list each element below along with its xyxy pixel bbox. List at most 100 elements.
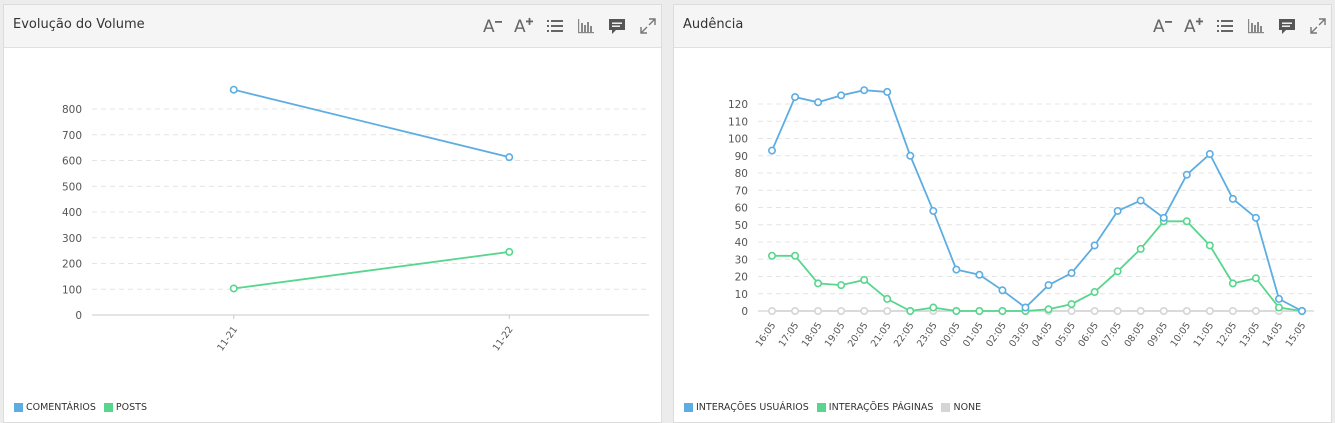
data-point[interactable] [1090, 241, 1099, 250]
data-point[interactable] [1182, 217, 1191, 226]
data-point[interactable] [1044, 281, 1053, 290]
data-point[interactable] [998, 306, 1007, 315]
data-point[interactable] [1274, 303, 1283, 312]
legend-swatch [684, 403, 693, 412]
data-point[interactable] [929, 303, 938, 312]
data-point[interactable] [837, 306, 846, 315]
data-point[interactable] [952, 265, 961, 274]
y-tick-label: 50 [735, 220, 748, 232]
x-tick-label: 10:05 [1169, 320, 1194, 349]
data-point[interactable] [1159, 213, 1168, 222]
data-point[interactable] [952, 306, 961, 315]
data-point[interactable] [1297, 306, 1306, 315]
data-point[interactable] [1205, 241, 1214, 250]
data-point[interactable] [883, 87, 892, 96]
data-point[interactable] [1182, 306, 1191, 315]
svg-text:A: A [483, 17, 495, 37]
expand-icon[interactable] [1306, 14, 1330, 38]
data-point[interactable] [814, 306, 823, 315]
data-point[interactable] [998, 286, 1007, 295]
list-icon[interactable] [543, 14, 567, 38]
x-tick-label: 15:05 [1284, 320, 1309, 349]
data-point[interactable] [975, 306, 984, 315]
x-tick-label: 20:05 [846, 320, 871, 349]
data-point[interactable] [791, 93, 800, 102]
y-tick-label: 30 [735, 254, 748, 266]
x-tick-label: 21:05 [869, 320, 894, 349]
data-point[interactable] [1136, 244, 1145, 253]
data-point[interactable] [1274, 294, 1283, 303]
data-point[interactable] [929, 206, 938, 215]
data-point[interactable] [860, 86, 869, 95]
data-point[interactable] [768, 306, 777, 315]
data-point[interactable] [1228, 194, 1237, 203]
chart-legend: INTERAÇÕES USUÁRIOS INTERAÇÕES PÁGINAS NON… [684, 402, 989, 413]
data-point[interactable] [860, 306, 869, 315]
data-point[interactable] [975, 270, 984, 279]
x-tick-label: 00:05 [938, 320, 963, 349]
x-tick-label: 05:05 [1053, 320, 1078, 349]
data-point[interactable] [814, 98, 823, 107]
legend-item[interactable]: INTERAÇÕES USUÁRIOS [684, 402, 809, 413]
data-point[interactable] [229, 284, 238, 293]
panel-title: Audência [683, 17, 744, 32]
data-point[interactable] [1228, 279, 1237, 288]
data-point[interactable] [1159, 306, 1168, 315]
data-point[interactable] [1205, 306, 1214, 315]
data-point[interactable] [1044, 305, 1053, 314]
data-point[interactable] [1205, 150, 1214, 159]
data-point[interactable] [768, 146, 777, 155]
data-point[interactable] [229, 85, 238, 94]
data-point[interactable] [791, 306, 800, 315]
data-point[interactable] [1228, 306, 1237, 315]
comment-icon[interactable] [1275, 14, 1299, 38]
font-decrease-icon[interactable]: A [1151, 14, 1175, 38]
legend-label: INTERAÇÕES PÁGINAS [828, 402, 934, 413]
data-point[interactable] [837, 281, 846, 290]
y-tick-label: 80 [735, 168, 748, 180]
data-point[interactable] [1136, 196, 1145, 205]
data-point[interactable] [1067, 306, 1076, 315]
x-tick-label: 11-21 [215, 324, 240, 353]
legend-item[interactable]: COMENTÁRIOS [14, 402, 96, 413]
legend-swatch [103, 403, 113, 412]
font-decrease-icon[interactable]: A [481, 14, 505, 38]
y-tick-label: 120 [728, 99, 748, 111]
data-point[interactable] [1090, 306, 1099, 315]
data-point[interactable] [906, 306, 915, 315]
list-icon[interactable] [1213, 14, 1237, 38]
data-point[interactable] [1090, 288, 1099, 297]
data-point[interactable] [1113, 206, 1122, 215]
y-tick-label: 100 [62, 284, 82, 296]
font-increase-icon[interactable]: A [1182, 14, 1206, 38]
data-point[interactable] [883, 294, 892, 303]
data-point[interactable] [1067, 269, 1076, 278]
data-point[interactable] [1251, 306, 1260, 315]
font-increase-icon[interactable]: A [512, 14, 536, 38]
data-point[interactable] [505, 247, 514, 256]
data-point[interactable] [906, 151, 915, 160]
data-point[interactable] [1251, 274, 1260, 283]
data-point[interactable] [1113, 267, 1122, 276]
data-point[interactable] [505, 153, 514, 162]
data-point[interactable] [1113, 306, 1122, 315]
data-point[interactable] [1067, 300, 1076, 309]
data-point[interactable] [768, 251, 777, 260]
data-point[interactable] [1136, 306, 1145, 315]
data-point[interactable] [883, 306, 892, 315]
data-point[interactable] [860, 275, 869, 284]
bar-chart-icon[interactable] [574, 14, 598, 38]
y-tick-label: 70 [735, 185, 748, 197]
bar-chart-icon[interactable] [1244, 14, 1268, 38]
data-point[interactable] [837, 91, 846, 100]
expand-icon[interactable] [636, 14, 660, 38]
legend-item[interactable]: INTERAÇÕES PÁGINAS [816, 402, 934, 413]
data-point[interactable] [1182, 170, 1191, 179]
data-point[interactable] [1251, 213, 1260, 222]
legend-item[interactable]: NONE [941, 402, 981, 413]
data-point[interactable] [814, 279, 823, 288]
data-point[interactable] [791, 251, 800, 260]
comment-icon[interactable] [605, 14, 629, 38]
data-point[interactable] [1021, 303, 1030, 312]
legend-item[interactable]: POSTS [103, 402, 147, 413]
